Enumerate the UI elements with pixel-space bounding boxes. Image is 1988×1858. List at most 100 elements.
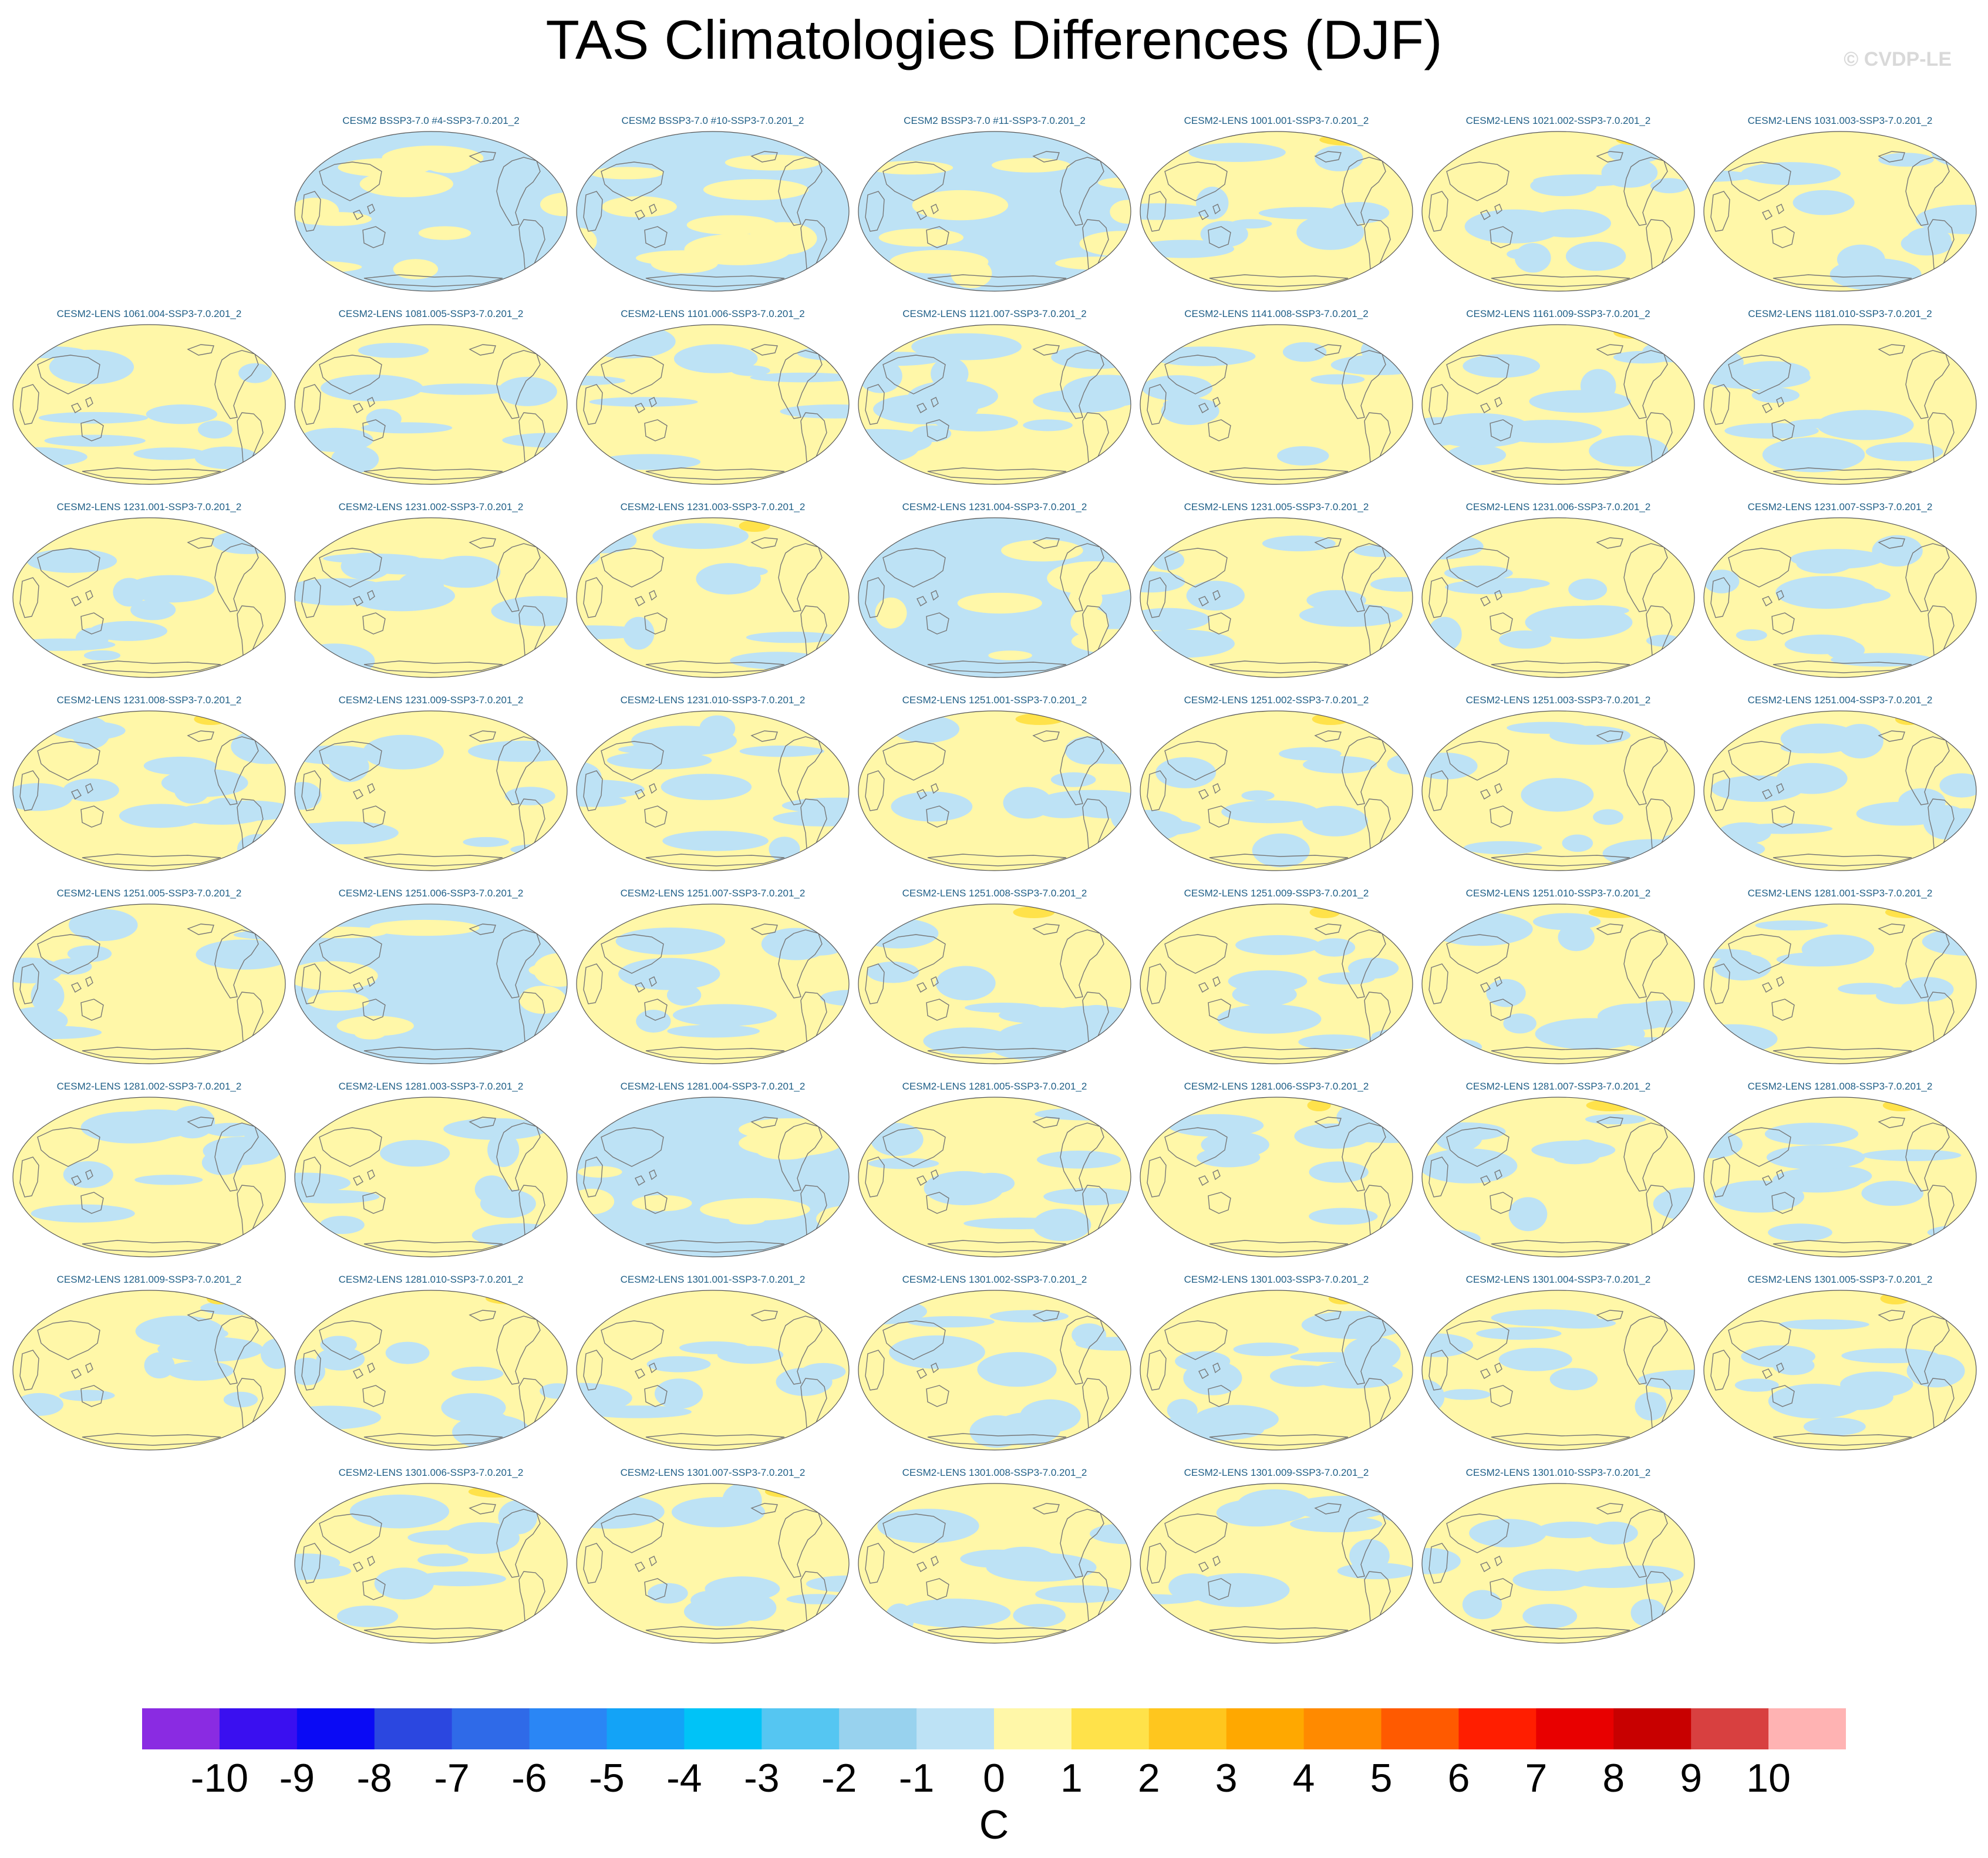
panel-title: CESM2-LENS 1281.009-SSP3-7.0.201_2 bbox=[56, 1274, 242, 1285]
colorbar-segment bbox=[142, 1708, 220, 1749]
anomaly-region bbox=[750, 372, 849, 383]
anomaly-region bbox=[636, 1010, 671, 1033]
colorbar-segment bbox=[1071, 1708, 1150, 1749]
coastline bbox=[82, 467, 221, 480]
coastline bbox=[882, 1513, 946, 1553]
warm-anomaly-region bbox=[1912, 134, 1949, 146]
anomaly-region bbox=[776, 940, 816, 960]
map-field bbox=[1140, 324, 1413, 485]
anomaly-region bbox=[1568, 578, 1608, 601]
warm-anomaly-region bbox=[468, 1486, 523, 1498]
coastline bbox=[750, 1310, 778, 1321]
anomaly-region bbox=[577, 734, 599, 751]
coastline bbox=[187, 1310, 214, 1321]
map-panel: CESM2-LENS 1231.005-SSP3-7.0.201_2 bbox=[1135, 501, 1417, 682]
anomaly-region bbox=[1773, 1355, 1815, 1375]
coastline bbox=[1491, 467, 1630, 480]
anomaly-region bbox=[1309, 1208, 1378, 1225]
coastline bbox=[363, 1433, 503, 1446]
anomaly-region bbox=[615, 928, 726, 955]
coastline bbox=[214, 1122, 259, 1192]
panel-title: CESM2-LENS 1161.009-SSP3-7.0.201_2 bbox=[1466, 308, 1650, 319]
warm-anomaly-region bbox=[1328, 1293, 1357, 1304]
coastline bbox=[1209, 467, 1349, 480]
coastline bbox=[363, 467, 503, 480]
coastline bbox=[926, 1578, 949, 1600]
anomaly-region bbox=[662, 831, 769, 851]
coastline bbox=[362, 1385, 386, 1407]
coastline bbox=[931, 1556, 939, 1567]
anomaly-region bbox=[717, 1346, 784, 1364]
coastline bbox=[931, 1169, 939, 1181]
coastline bbox=[1147, 1543, 1167, 1584]
coastline bbox=[1762, 403, 1773, 413]
coastline bbox=[1494, 1556, 1502, 1567]
map-field bbox=[294, 903, 568, 1064]
anomaly-region bbox=[1878, 153, 1934, 167]
coastline bbox=[1762, 1175, 1773, 1186]
map-panel: CESM2-LENS 1231.004-SSP3-7.0.201_2 bbox=[854, 501, 1135, 682]
anomaly-region bbox=[672, 1004, 777, 1026]
coastline bbox=[1428, 384, 1448, 425]
anomaly-region bbox=[1528, 209, 1611, 238]
coastline bbox=[778, 157, 823, 226]
coastline bbox=[85, 976, 93, 987]
coastline bbox=[1710, 963, 1730, 1004]
coastline bbox=[1773, 854, 1912, 866]
coastline bbox=[882, 934, 946, 974]
coastline bbox=[1905, 543, 1950, 612]
coastline bbox=[362, 612, 386, 635]
anomaly-region bbox=[618, 744, 696, 754]
coastline bbox=[1209, 1047, 1349, 1060]
coastline bbox=[353, 789, 363, 800]
coastline bbox=[1208, 612, 1231, 635]
map-outline bbox=[576, 1290, 850, 1451]
coastline bbox=[19, 577, 39, 618]
coastline bbox=[1905, 1122, 1950, 1192]
anomaly-region bbox=[1196, 187, 1229, 220]
coastline bbox=[1208, 1192, 1231, 1214]
map-panel: CESM2-LENS 1301.010-SSP3-7.0.201_2 bbox=[1417, 1467, 1699, 1648]
coastline bbox=[1446, 161, 1509, 201]
colorbar-tick-label: 3 bbox=[1215, 1756, 1238, 1800]
coastline bbox=[1773, 274, 1912, 287]
anomaly-region bbox=[1901, 231, 1953, 256]
anomaly-region bbox=[577, 779, 645, 799]
panel-title: CESM2-LENS 1141.008-SSP3-7.0.201_2 bbox=[1184, 308, 1369, 319]
coastline bbox=[1491, 1047, 1630, 1060]
map-outline bbox=[576, 131, 850, 292]
coastline bbox=[1147, 577, 1167, 618]
colorbar-segment bbox=[1381, 1708, 1460, 1749]
anomaly-region bbox=[1434, 1122, 1482, 1152]
anomaly-region bbox=[1020, 1399, 1081, 1432]
anomaly-region bbox=[1437, 760, 1472, 777]
coastline bbox=[19, 963, 39, 1004]
map-panel: CESM2-LENS 1281.006-SSP3-7.0.201_2 bbox=[1135, 1081, 1417, 1262]
colorbar-tick-label: 0 bbox=[983, 1756, 1005, 1800]
anomaly-region bbox=[1233, 1342, 1299, 1357]
map-panel: CESM2-LENS 1251.001-SSP3-7.0.201_2 bbox=[854, 694, 1135, 875]
map-outline bbox=[858, 1483, 1131, 1644]
anomaly-region bbox=[336, 1016, 414, 1036]
coastline bbox=[80, 612, 104, 635]
coastline bbox=[635, 1562, 645, 1572]
colorbar-segment bbox=[296, 1708, 375, 1749]
coastline bbox=[1428, 963, 1448, 1004]
coastline bbox=[187, 537, 214, 549]
coastline bbox=[644, 1578, 668, 1600]
coastline bbox=[1164, 934, 1228, 974]
coastline bbox=[1209, 274, 1349, 287]
coastline bbox=[353, 596, 363, 606]
map-outline bbox=[1421, 1290, 1695, 1451]
coastline bbox=[583, 963, 603, 1004]
coastline bbox=[1905, 929, 1950, 999]
map-field bbox=[576, 1483, 850, 1644]
warm-anomaly-region bbox=[1910, 327, 1939, 339]
anomaly-region bbox=[1383, 1225, 1413, 1242]
anomaly-region bbox=[194, 446, 259, 469]
map-field bbox=[858, 1097, 1131, 1257]
coastline bbox=[1710, 384, 1730, 425]
panel-title: CESM2-LENS 1231.002-SSP3-7.0.201_2 bbox=[338, 501, 524, 512]
map-outline bbox=[1703, 1290, 1977, 1451]
coastline bbox=[644, 419, 668, 441]
